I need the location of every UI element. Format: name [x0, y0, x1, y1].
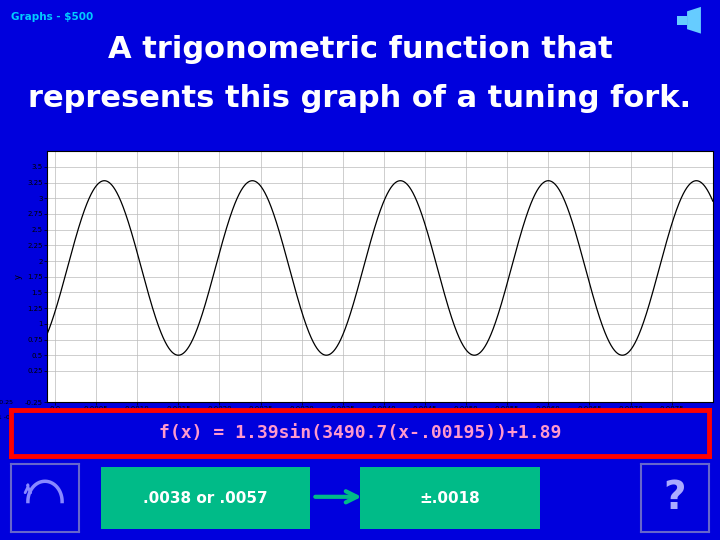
Text: ±.0018: ±.0018 [420, 491, 480, 505]
Text: 01 -0.000: 01 -0.000 [0, 415, 24, 420]
Text: -0.25: -0.25 [0, 400, 14, 405]
Text: f(x) = 1.39sin(3490.7(x-.00195))+1.89: f(x) = 1.39sin(3490.7(x-.00195))+1.89 [159, 424, 561, 442]
Polygon shape [687, 7, 701, 33]
Y-axis label: y: y [14, 274, 23, 279]
Text: A trigonometric function that: A trigonometric function that [107, 35, 613, 64]
Text: .0038 or .0057: .0038 or .0057 [143, 491, 268, 505]
FancyBboxPatch shape [86, 465, 324, 531]
Text: ?: ? [664, 479, 686, 517]
Bar [678, 16, 687, 25]
FancyBboxPatch shape [347, 465, 552, 531]
Text: Graphs - $500: Graphs - $500 [11, 12, 93, 22]
Text: represents this graph of a tuning fork.: represents this graph of a tuning fork. [28, 84, 692, 113]
